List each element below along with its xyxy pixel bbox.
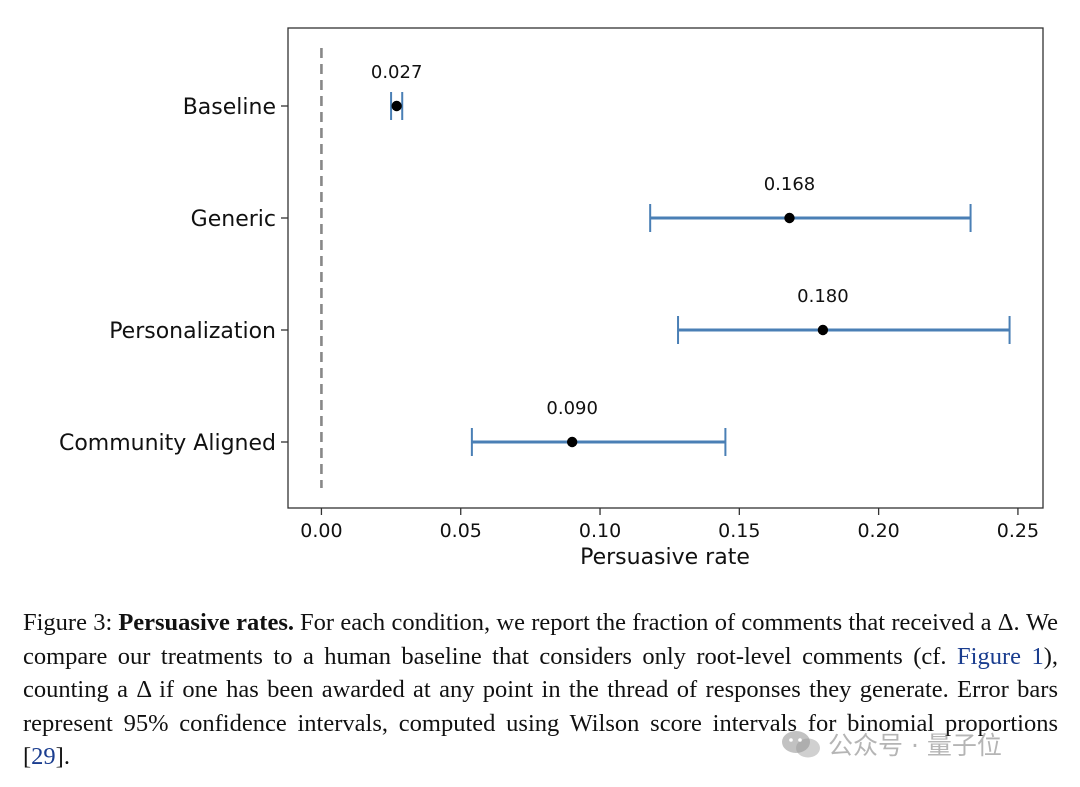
x-tick-label: 0.00 bbox=[300, 520, 342, 542]
y-tick-label: Community Aligned bbox=[59, 431, 276, 456]
x-tick-label: 0.25 bbox=[997, 520, 1039, 542]
data-label: 0.168 bbox=[764, 174, 816, 195]
caption-title: Persuasive rates. bbox=[118, 609, 294, 636]
caption-text-2: ), counting a Δ if one has been awarded … bbox=[23, 642, 1058, 771]
data-label: 0.180 bbox=[797, 286, 849, 307]
data-point bbox=[784, 212, 795, 224]
wechat-icon bbox=[782, 731, 820, 758]
caption-text-3: ]. bbox=[55, 743, 70, 770]
x-tick-label: 0.05 bbox=[440, 520, 482, 542]
data-label: 0.090 bbox=[546, 398, 598, 419]
persuasive-rate-chart: 0.00 0.05 0.10 0.15 0.20 0.25 Baseline Generic P… bbox=[59, 27, 1044, 570]
watermark-text: 公众号 · 量子位 bbox=[828, 731, 1002, 760]
data-label: 0.027 bbox=[371, 62, 423, 83]
data-point bbox=[566, 436, 578, 448]
y-tick-label: Generic bbox=[191, 207, 276, 232]
x-tick-label: 0.20 bbox=[857, 520, 899, 542]
x-axis-label: Persuasive rate bbox=[580, 545, 750, 570]
plot-frame bbox=[287, 27, 1044, 509]
caption-figure-label: Figure 3: bbox=[23, 609, 113, 636]
figure-1-link[interactable]: Figure 1 bbox=[957, 642, 1044, 670]
figure-caption: Figure 3: Persuasive rates. For each condi… bbox=[23, 606, 1058, 774]
y-tick-label: Baseline bbox=[183, 95, 276, 120]
y-tick-label: Personalization bbox=[109, 319, 276, 344]
watermark: 公众号 · 量子位 bbox=[780, 726, 1002, 762]
caption-text-1: For each condition, we report the fracti… bbox=[23, 609, 1058, 670]
data-point bbox=[817, 324, 829, 336]
data-point bbox=[391, 100, 402, 112]
reference-29-link[interactable]: 29 bbox=[31, 743, 56, 770]
x-tick-label: 0.15 bbox=[718, 520, 760, 542]
x-tick-label: 0.10 bbox=[579, 520, 621, 542]
